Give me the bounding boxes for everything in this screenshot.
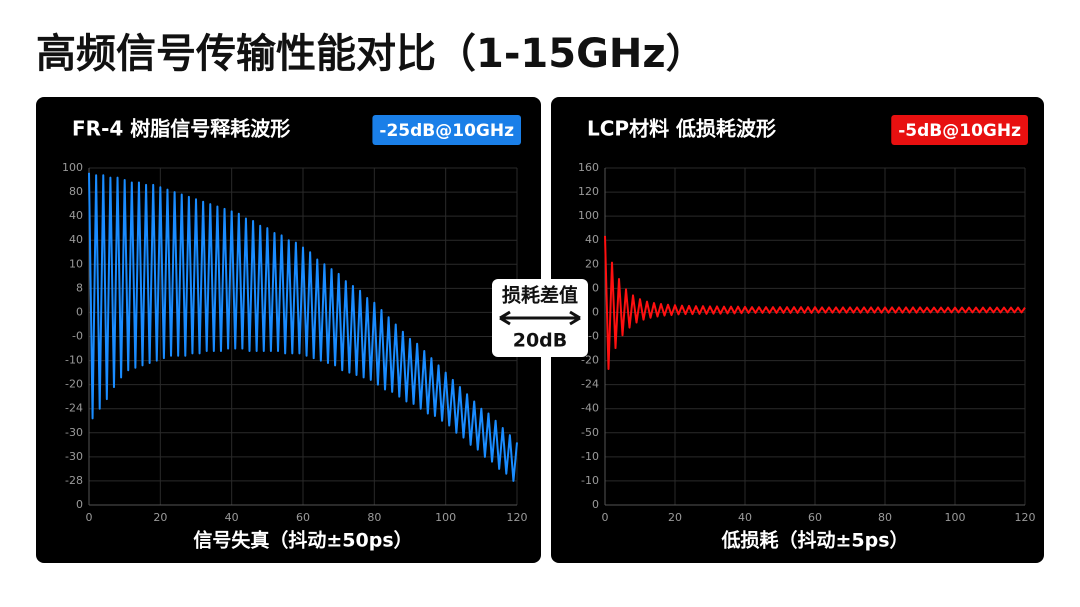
x-tick-label: 40: [738, 511, 752, 524]
y-tick-label: -28: [65, 474, 83, 487]
y-tick-label: -30: [65, 450, 83, 463]
x-tick-label: 40: [225, 511, 239, 524]
y-tick-label: 40: [585, 233, 599, 246]
y-tick-label: -10: [65, 354, 83, 367]
x-tick-label: 0: [86, 511, 93, 524]
y-tick-label: -10: [581, 450, 599, 463]
x-tick-label: 60: [296, 511, 310, 524]
y-tick-label: -0: [588, 330, 599, 343]
badge: [372, 115, 521, 145]
y-tick-label: 40: [69, 209, 83, 222]
y-tick-label: 0: [76, 305, 83, 318]
panel-title: FR-4 树脂信号释耗波形: [72, 117, 290, 141]
y-tick-label: 0: [592, 498, 599, 511]
badge-text: -25dB@10GHz: [379, 121, 514, 141]
x-tick-label: 100: [945, 511, 966, 524]
y-tick-label: -20: [65, 378, 83, 391]
y-tick-label: 0: [592, 281, 599, 294]
y-tick-label: 80: [69, 185, 83, 198]
y-tick-label: -24: [65, 402, 83, 415]
x-axis-label: 低损耗（抖动±5ps）: [720, 529, 908, 552]
y-tick-label: 120: [578, 185, 599, 198]
waveform: [88, 172, 518, 482]
x-tick-label: 100: [435, 511, 456, 524]
double-arrow: [499, 310, 581, 326]
page-title: 高频信号传输性能对比（1-15GHz）: [36, 31, 706, 77]
x-tick-label: 80: [367, 511, 381, 524]
x-tick-label: 20: [668, 511, 682, 524]
right-panel: [551, 97, 1044, 563]
difference-label: 损耗差值: [502, 284, 578, 307]
x-tick-label: 60: [808, 511, 822, 524]
x-tick-label: 120: [1015, 511, 1036, 524]
left-panel: [36, 97, 541, 563]
x-tick-label: 20: [153, 511, 167, 524]
y-tick-label: 0: [592, 305, 599, 318]
y-tick-label: -30: [65, 426, 83, 439]
y-tick-label: 100: [578, 209, 599, 222]
x-axis-label: 信号失真（抖动±50ps）: [193, 529, 412, 552]
panel-title: LCP材料 低损耗波形: [587, 117, 776, 141]
y-tick-label: -10: [581, 474, 599, 487]
y-tick-label: -24: [581, 378, 599, 391]
y-tick-label: 20: [585, 257, 599, 270]
y-tick-label: -20: [581, 354, 599, 367]
waveform: [604, 235, 1026, 370]
y-tick-label: 10: [69, 257, 83, 270]
x-tick-label: 80: [878, 511, 892, 524]
badge-text: -5dB@10GHz: [898, 121, 1021, 141]
x-tick-label: 0: [602, 511, 609, 524]
y-tick-label: -0: [72, 330, 83, 343]
difference-value: 20dB: [513, 330, 568, 352]
y-tick-label: -50: [581, 426, 599, 439]
y-tick-label: 100: [62, 161, 83, 174]
badge: [891, 115, 1028, 145]
y-tick-label: 0: [76, 498, 83, 511]
y-tick-label: 40: [69, 233, 83, 246]
y-tick-label: 8: [76, 281, 83, 294]
x-tick-label: 120: [507, 511, 528, 524]
y-tick-label: -40: [581, 402, 599, 415]
y-tick-label: 160: [578, 161, 599, 174]
